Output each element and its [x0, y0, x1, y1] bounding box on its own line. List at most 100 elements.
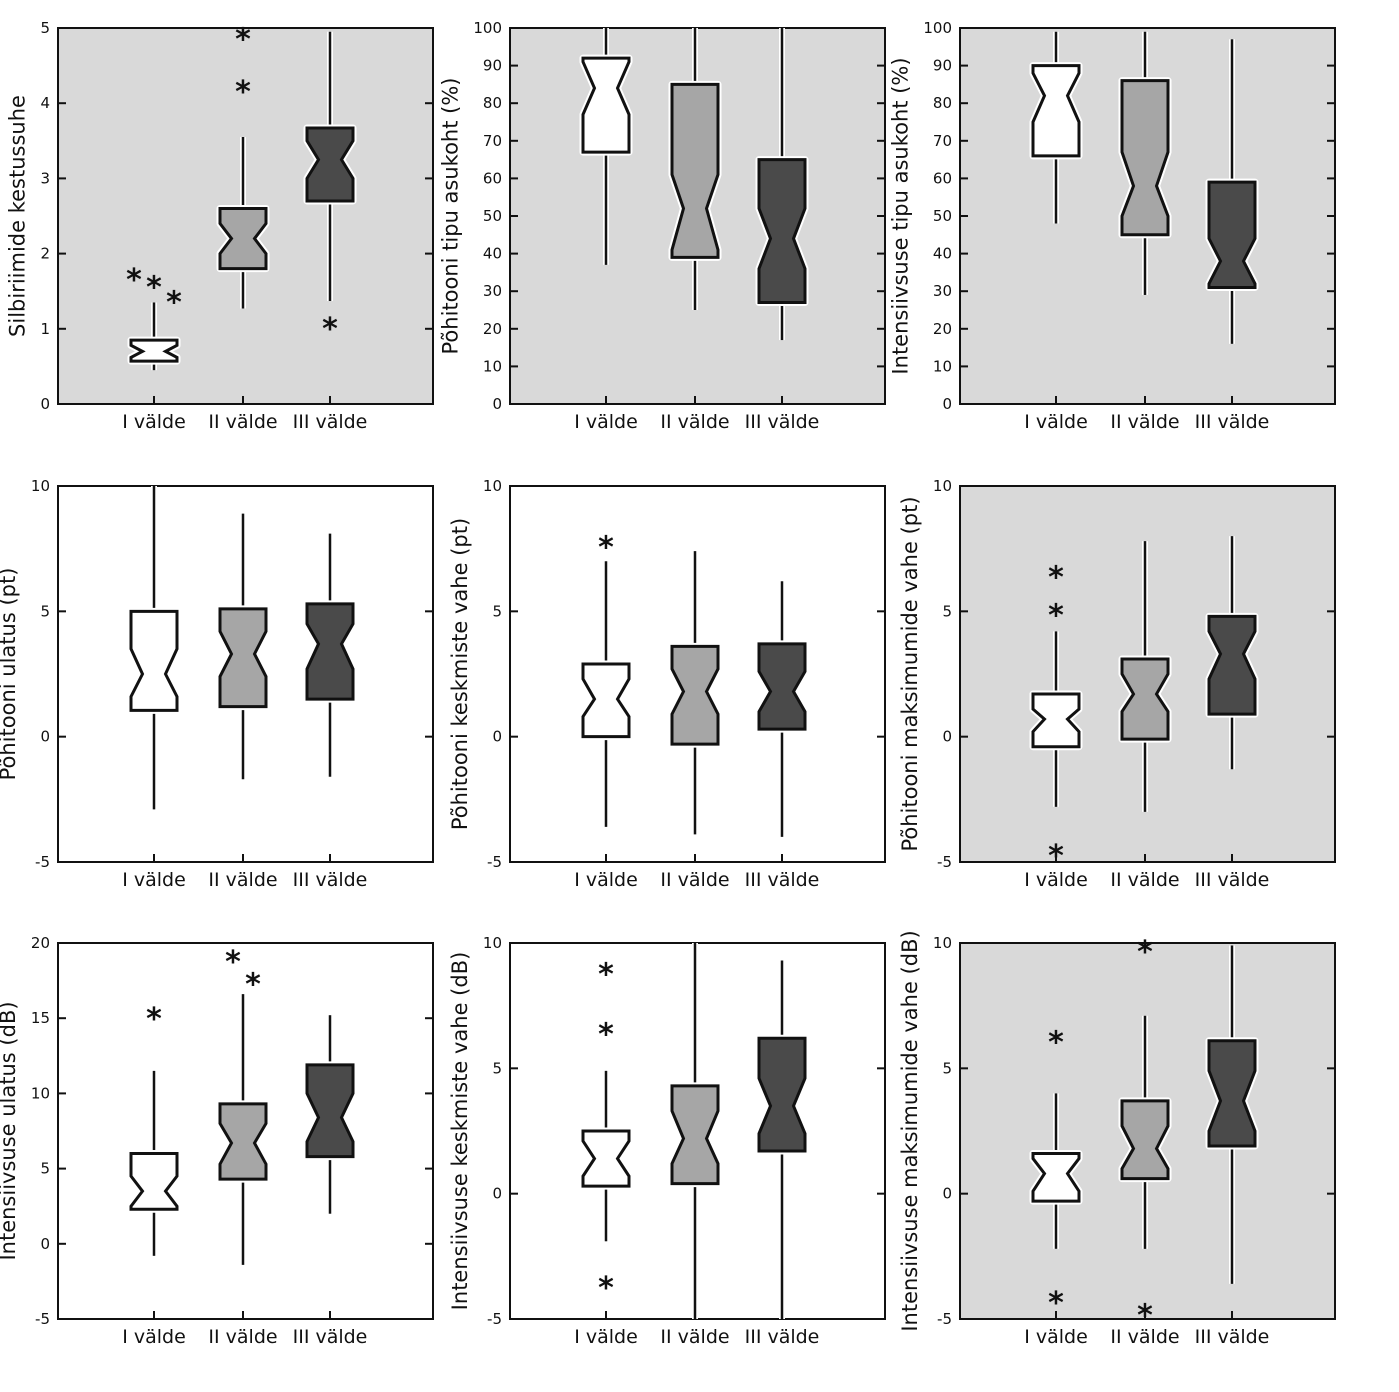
box-0 — [127, 486, 181, 810]
y-tick-label: 0 — [40, 728, 50, 746]
outlier-marker: * — [1048, 839, 1064, 874]
box-2 — [1205, 945, 1259, 1284]
box — [1120, 657, 1170, 741]
x-tick-label: III välde — [745, 1326, 820, 1348]
x-tick-label: I välde — [122, 1326, 186, 1348]
y-axis-label: Põhitooni maksimumide vahe (pt) — [898, 496, 922, 851]
y-tick-label: -5 — [487, 1310, 502, 1328]
y-axis-label: Intensiivsuse keskmiste vahe (dB) — [448, 952, 472, 1311]
box — [129, 609, 179, 712]
y-axis-label: Põhitooni tipu asukoht (%) — [439, 78, 463, 355]
box-2 — [755, 581, 809, 837]
outlier-marker: * — [235, 23, 251, 58]
box — [305, 602, 355, 701]
y-tick-label: 15 — [31, 1009, 50, 1027]
box-2 — [1205, 536, 1259, 770]
outlier-marker: * — [598, 958, 614, 993]
box — [129, 338, 179, 363]
panel-6: -5 0 5 10 15 20 Intensiivsuse ulatus (dB) I väl… — [0, 934, 434, 1348]
box — [581, 662, 631, 739]
y-tick-label: 30 — [933, 282, 952, 300]
x-tick-label: I välde — [574, 869, 638, 891]
x-tick-label: I välde — [1024, 411, 1088, 433]
y-tick-label: -5 — [937, 853, 952, 871]
y-tick-label: 60 — [483, 169, 502, 187]
x-tick-label: III välde — [1195, 411, 1270, 433]
panel-7: -5 0 5 10 Intensiivsuse keskmiste vahe (dB) I… — [448, 934, 886, 1348]
outlier-marker: * — [1137, 935, 1153, 970]
x-tick-label: II välde — [1110, 411, 1179, 433]
x-tick-label: II välde — [1110, 1326, 1179, 1348]
x-tick-label: III välde — [745, 869, 820, 891]
y-tick-label: 80 — [483, 94, 502, 112]
y-tick-label: -5 — [35, 1310, 50, 1328]
y-tick-label: 5 — [942, 1059, 952, 1077]
outlier-marker: * — [1048, 561, 1064, 596]
y-tick-label: 0 — [492, 1185, 502, 1203]
y-tick-label: 5 — [942, 602, 952, 620]
x-tick-label: II välde — [660, 411, 729, 433]
x-tick-label: I välde — [574, 1326, 638, 1348]
y-tick-label: 100 — [473, 19, 502, 37]
x-tick-label: III välde — [293, 411, 368, 433]
outlier-marker: * — [322, 312, 338, 347]
y-tick-label: 5 — [40, 19, 50, 37]
box — [757, 158, 807, 304]
x-tick-label: II välde — [208, 1326, 277, 1348]
box-1 — [668, 28, 722, 310]
y-tick-label: 2 — [40, 245, 50, 263]
y-tick-label: 100 — [923, 19, 952, 37]
y-tick-label: 20 — [933, 320, 952, 338]
box-1 — [668, 943, 722, 1319]
panel-5: -5 0 5 10 Põhitooni maksimumide vahe (pt) I v… — [898, 477, 1336, 891]
y-tick-label: -5 — [937, 1310, 952, 1328]
y-tick-label: 5 — [492, 602, 502, 620]
box — [1207, 614, 1257, 716]
box — [218, 607, 268, 709]
box-0: *** — [1029, 561, 1083, 874]
y-axis-label: Intensiivsuse tipu asukoht (%) — [889, 57, 913, 374]
x-tick-label: II välde — [1110, 869, 1179, 891]
box-2 — [303, 533, 357, 777]
outlier-marker: * — [235, 75, 251, 110]
y-tick-label: 30 — [483, 282, 502, 300]
y-tick-label: 20 — [483, 320, 502, 338]
x-tick-label: II välde — [208, 869, 277, 891]
panel-8: -5 0 5 10 Intensiivsuse maksimumide vahe (dB… — [898, 930, 1336, 1348]
y-tick-label: 4 — [40, 94, 50, 112]
panel-0: 0 1 2 3 4 5 Silbiriimide kestussuhe I välde II v… — [6, 19, 434, 433]
y-axis-label: Põhitooni ulatus (pt) — [0, 568, 20, 781]
box — [757, 642, 807, 731]
y-tick-label: 10 — [31, 477, 50, 495]
outlier-marker: * — [146, 271, 162, 306]
y-tick-label: 10 — [933, 934, 952, 952]
box-0 — [1029, 31, 1083, 224]
outlier-marker: * — [225, 945, 241, 980]
outlier-marker: * — [598, 1271, 614, 1306]
y-tick-label: 70 — [483, 132, 502, 150]
box — [305, 1063, 355, 1159]
x-tick-label: I välde — [122, 869, 186, 891]
y-tick-label: 0 — [492, 395, 502, 413]
box — [1031, 692, 1081, 749]
outlier-marker: * — [1048, 1286, 1064, 1321]
y-tick-label: 10 — [483, 477, 502, 495]
box — [670, 1084, 720, 1186]
box — [305, 126, 355, 203]
outlier-marker: * — [245, 968, 261, 1003]
box-1 — [1118, 541, 1172, 812]
y-tick-label: 40 — [933, 245, 952, 263]
box — [581, 56, 631, 154]
panel-4: -5 0 5 10 Põhitooni keskmiste vahe (pt) I väl… — [448, 477, 886, 891]
box — [1207, 180, 1257, 289]
box — [670, 82, 720, 259]
box-2 — [303, 1015, 357, 1214]
y-tick-label: -5 — [35, 853, 50, 871]
panel-2: 0 10 20 30 40 50 60 70 80 90 100 Intensiivsuse tipu… — [889, 19, 1336, 433]
y-tick-label: 0 — [40, 395, 50, 413]
y-tick-label: 90 — [933, 57, 952, 75]
box-1: ** — [1118, 935, 1172, 1333]
y-axis-label: Intensiivsuse maksimumide vahe (dB) — [898, 930, 922, 1331]
box-0: *** — [126, 263, 182, 371]
